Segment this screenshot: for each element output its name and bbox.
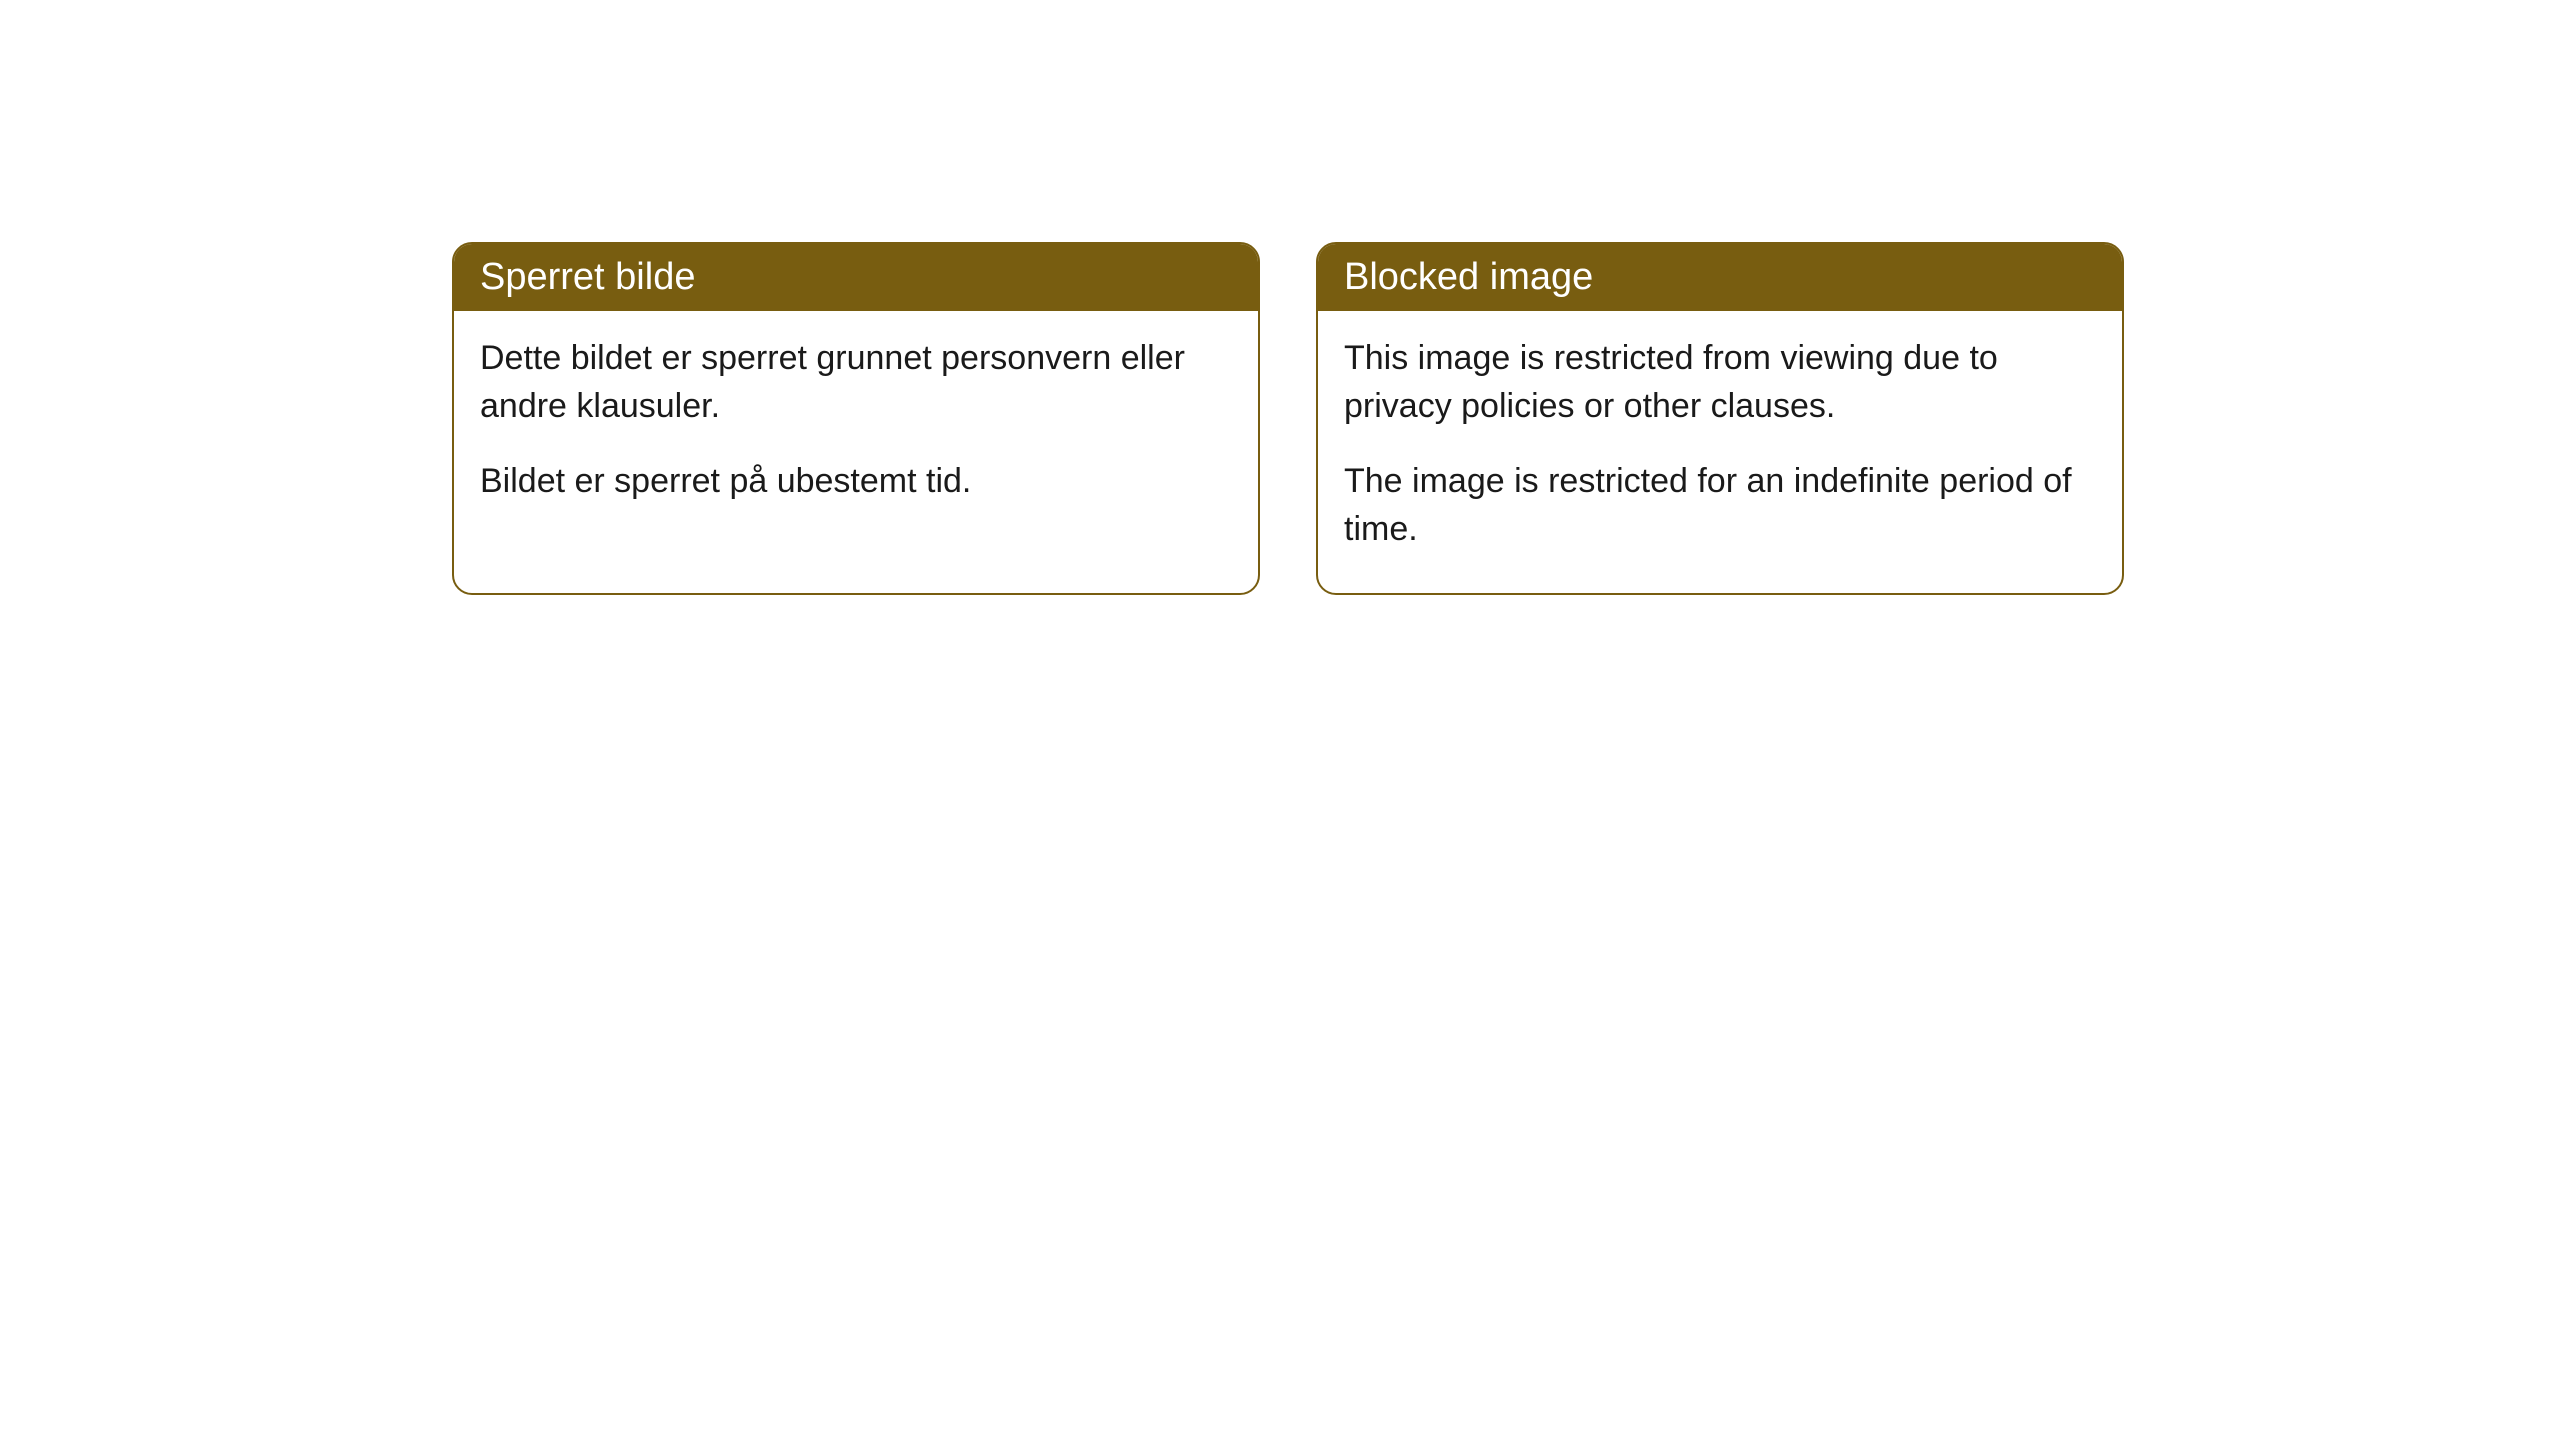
card-paragraph-1: Dette bildet er sperret grunnet personve… bbox=[480, 335, 1232, 430]
notice-card-english: Blocked image This image is restricted f… bbox=[1316, 242, 2124, 595]
card-title: Blocked image bbox=[1344, 256, 1593, 298]
notice-cards-container: Sperret bilde Dette bildet er sperret gr… bbox=[452, 242, 2560, 595]
card-body-norwegian: Dette bildet er sperret grunnet personve… bbox=[454, 311, 1258, 546]
card-paragraph-2: The image is restricted for an indefinit… bbox=[1344, 458, 2096, 553]
card-title: Sperret bilde bbox=[480, 256, 695, 298]
notice-card-norwegian: Sperret bilde Dette bildet er sperret gr… bbox=[452, 242, 1260, 595]
card-header-english: Blocked image bbox=[1318, 244, 2122, 311]
card-paragraph-1: This image is restricted from viewing du… bbox=[1344, 335, 2096, 430]
card-body-english: This image is restricted from viewing du… bbox=[1318, 311, 2122, 593]
card-header-norwegian: Sperret bilde bbox=[454, 244, 1258, 311]
card-paragraph-2: Bildet er sperret på ubestemt tid. bbox=[480, 458, 1232, 506]
